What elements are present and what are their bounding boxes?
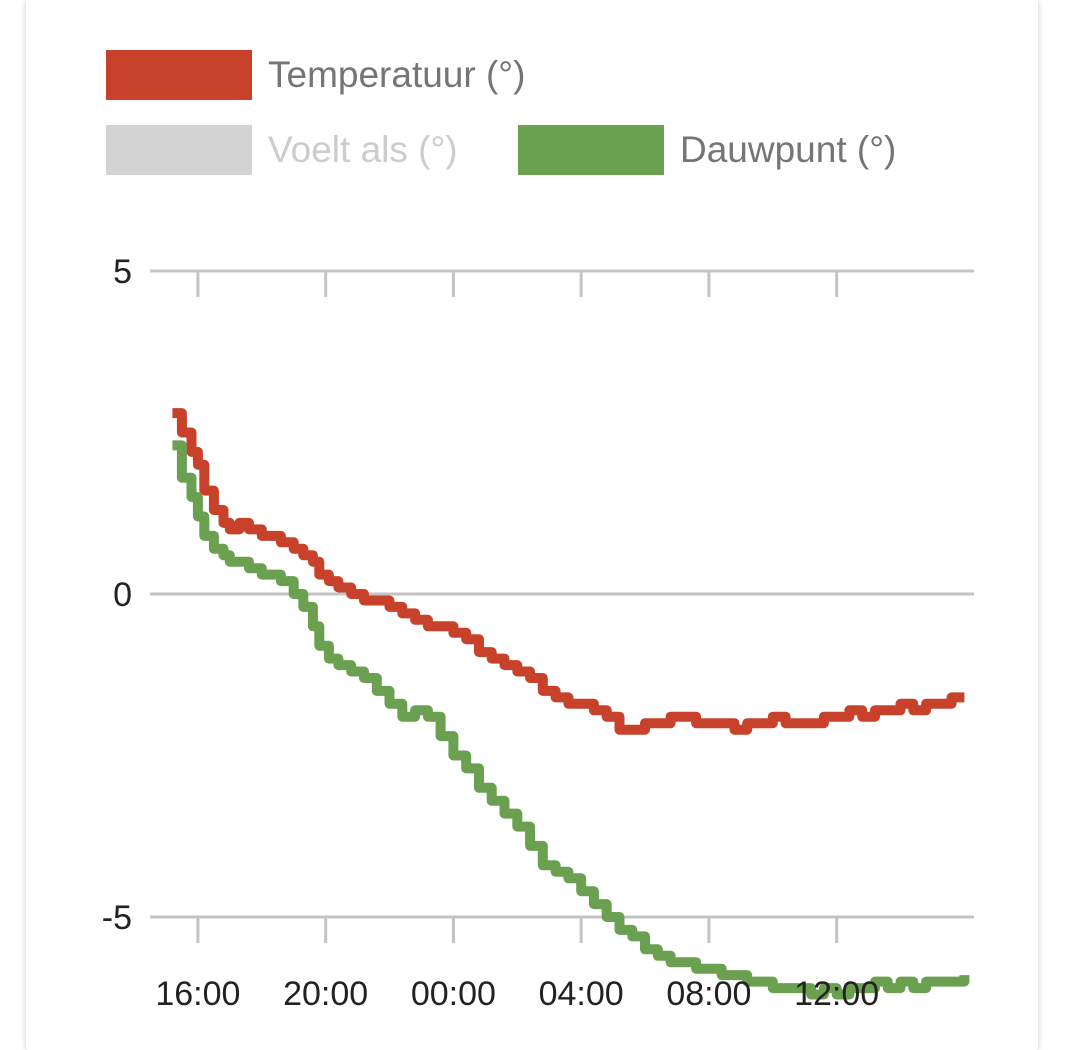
legend-item-voelt-als[interactable]: Voelt als (°) bbox=[106, 125, 458, 175]
gridlines bbox=[150, 269, 974, 943]
series-line-temperatuur bbox=[172, 408, 965, 735]
x-tick-label: 04:00 bbox=[539, 975, 624, 1013]
y-tick-label: 0 bbox=[113, 576, 132, 614]
x-tick-label: 12:00 bbox=[794, 975, 879, 1013]
legend-label-temperatuur: Temperatuur (°) bbox=[268, 54, 526, 95]
axes: 5 0 -5 16:00 20:00 00:00 04:00 08:00 12:00 bbox=[102, 253, 879, 1013]
x-tick-label: 16:00 bbox=[155, 975, 240, 1013]
legend-swatch-temperatuur bbox=[106, 50, 252, 100]
legend-item-temperatuur[interactable]: Temperatuur (°) bbox=[106, 50, 525, 100]
legend-label-dauwpunt: Dauwpunt (°) bbox=[680, 129, 897, 170]
legend-swatch-voelt-als bbox=[106, 125, 252, 175]
x-tick-label: 00:00 bbox=[411, 975, 496, 1013]
legend-swatch-dauwpunt bbox=[518, 125, 664, 175]
x-tick-label: 20:00 bbox=[283, 975, 368, 1013]
series-line-dauwpunt bbox=[172, 440, 970, 1000]
x-tick-label: 08:00 bbox=[666, 975, 751, 1013]
y-tick-label: 5 bbox=[113, 253, 132, 291]
chart-card bbox=[26, 0, 1038, 1050]
legend-label-voelt-als: Voelt als (°) bbox=[268, 129, 458, 170]
series-lines bbox=[172, 408, 970, 1000]
legend-item-dauwpunt[interactable]: Dauwpunt (°) bbox=[518, 125, 896, 175]
y-tick-label: -5 bbox=[102, 899, 132, 937]
